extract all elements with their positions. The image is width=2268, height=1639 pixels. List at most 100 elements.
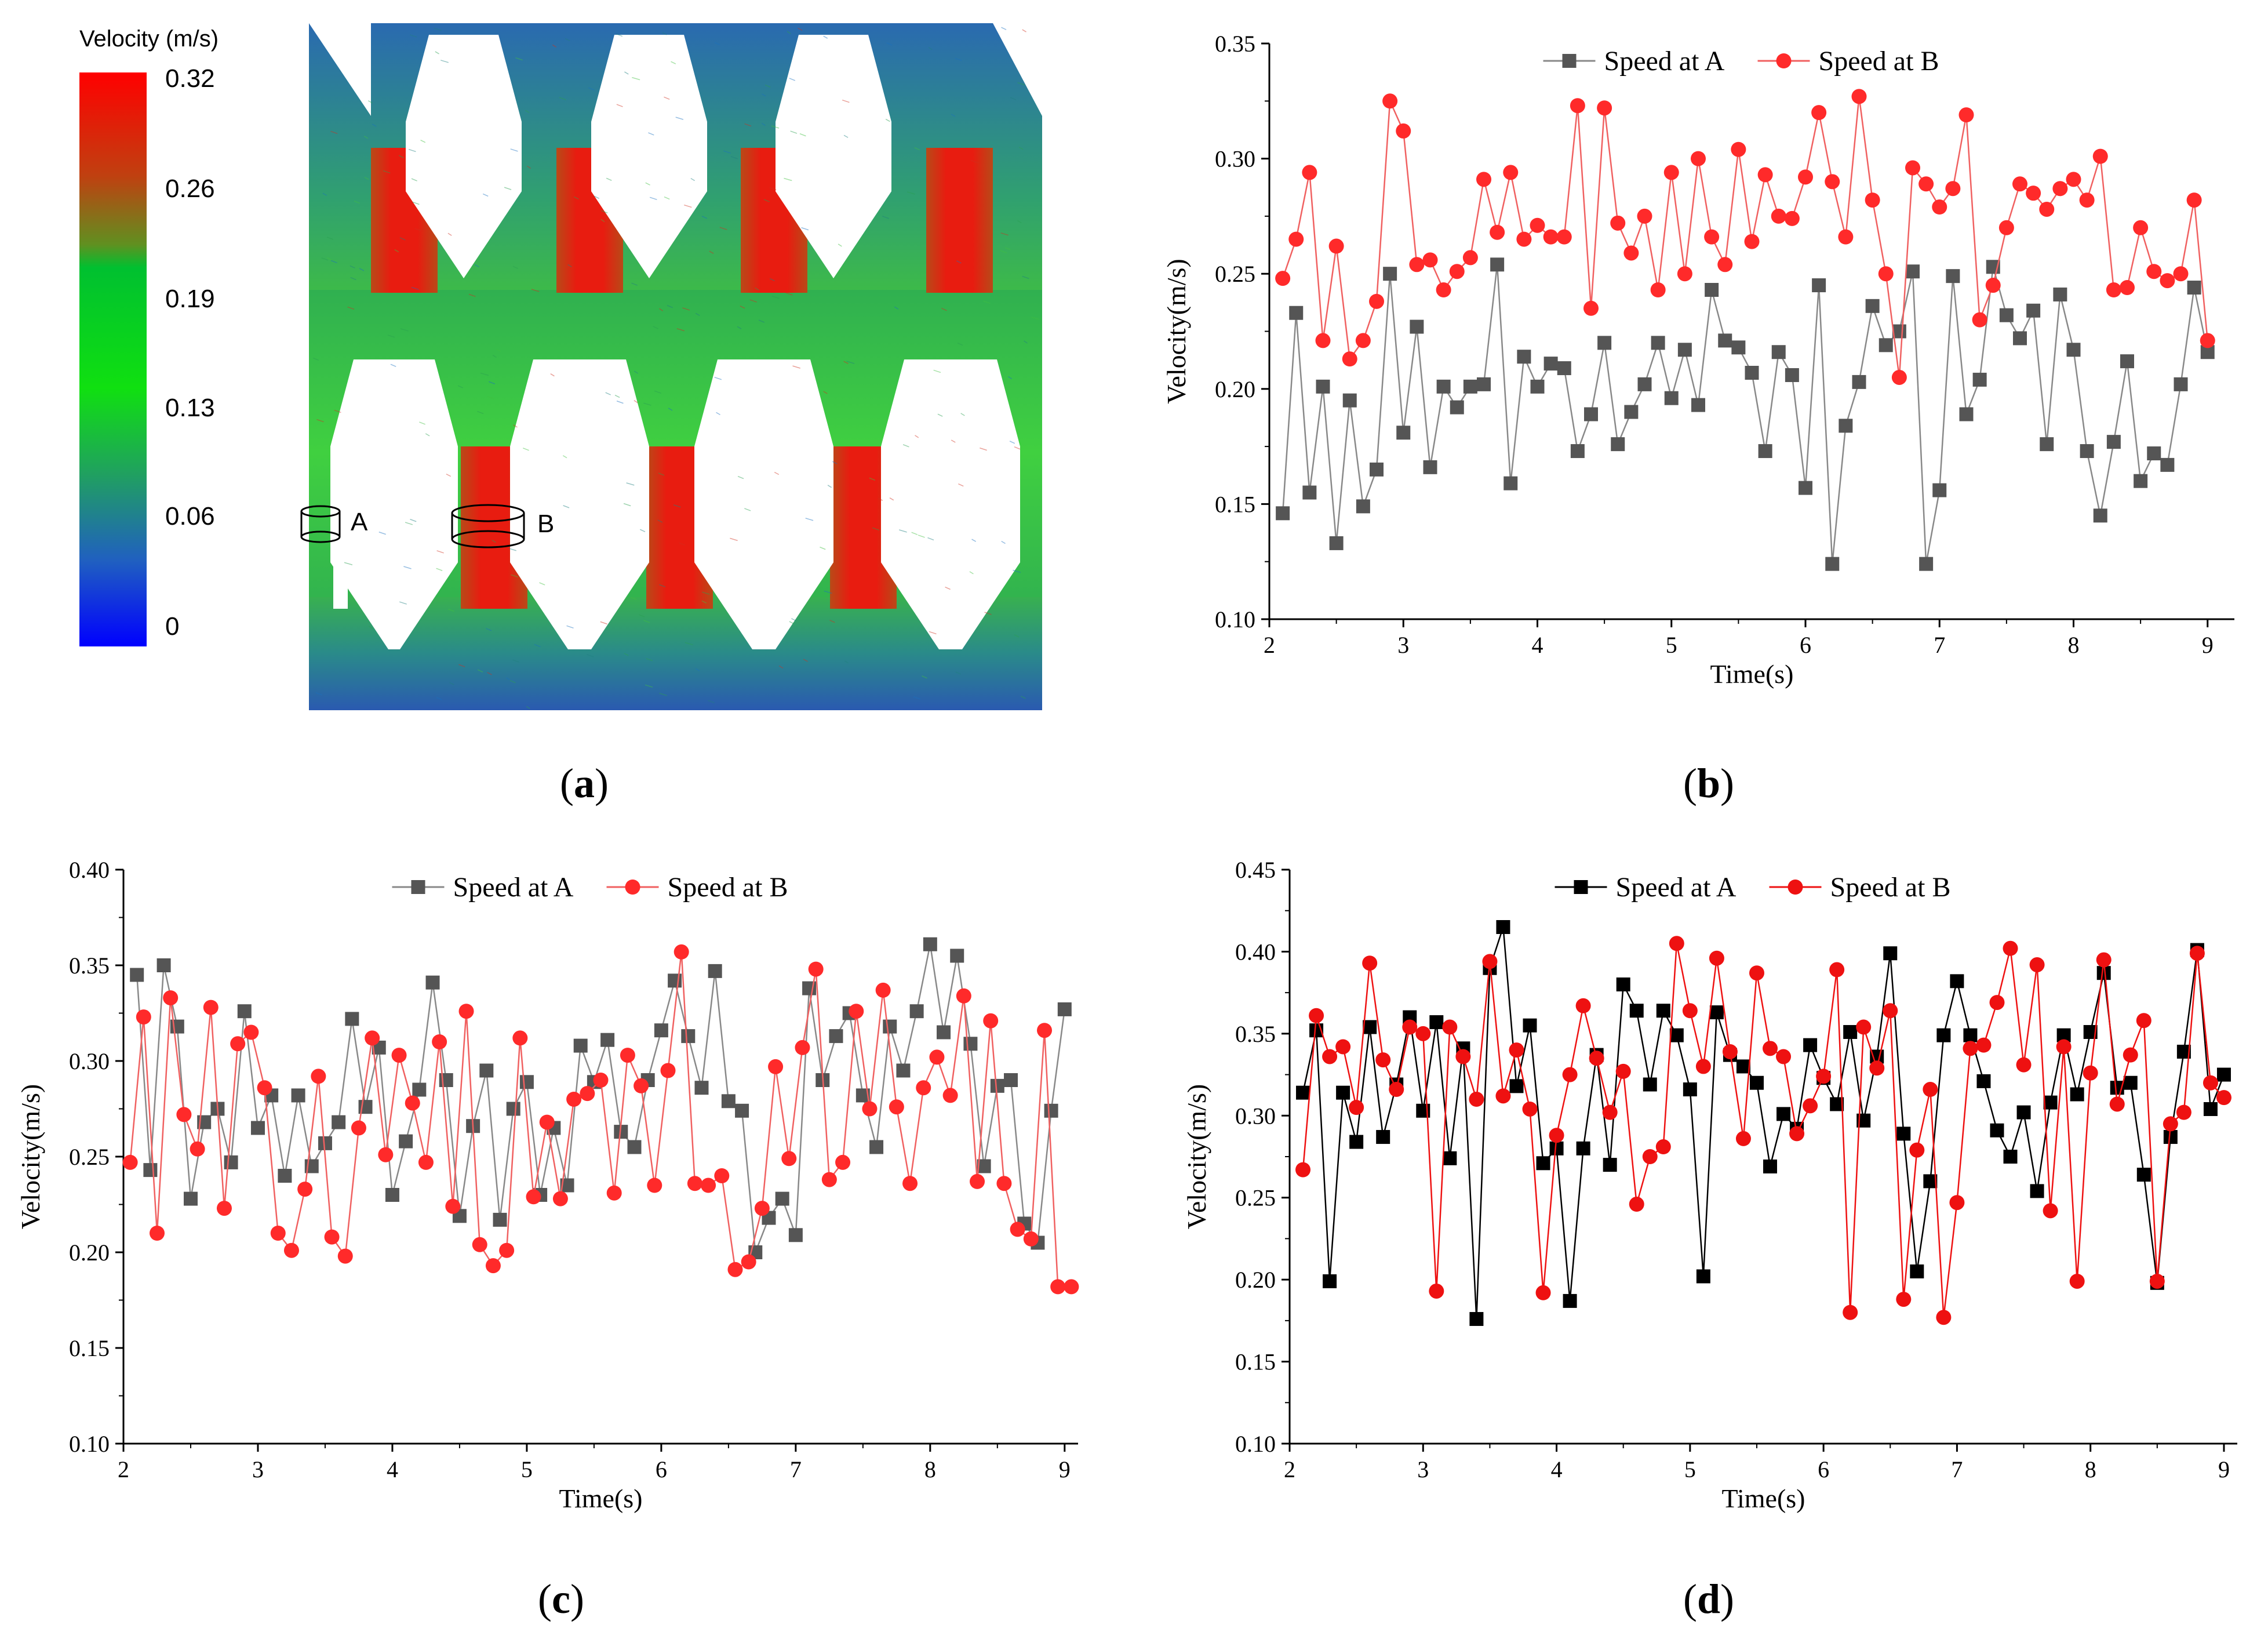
field-speckle xyxy=(634,400,638,404)
data-point xyxy=(983,1013,999,1029)
obstacles xyxy=(309,23,1042,649)
data-point xyxy=(2136,1168,2151,1182)
data-point xyxy=(2149,1273,2165,1289)
data-point xyxy=(1495,1088,1511,1104)
x-tick-label: 3 xyxy=(252,1456,264,1482)
data-point xyxy=(1356,499,1370,514)
colorbar-tick: 0.32 xyxy=(165,64,215,93)
data-point xyxy=(1469,1092,1484,1107)
field-speckle xyxy=(915,435,919,438)
data-point xyxy=(1757,167,1773,183)
data-point xyxy=(418,1154,434,1170)
data-point xyxy=(963,1037,978,1051)
data-point xyxy=(1896,1292,1912,1307)
data-point xyxy=(1597,100,1612,116)
y-tick-label: 0.20 xyxy=(1235,1267,1276,1293)
field-speckle xyxy=(668,408,673,411)
field-speckle xyxy=(872,527,879,531)
field-speckle xyxy=(624,71,629,75)
data-point xyxy=(237,1004,252,1019)
obstacle xyxy=(881,359,1020,649)
data-point xyxy=(163,990,179,1006)
data-point xyxy=(1642,1149,1658,1164)
field-speckle xyxy=(679,542,686,546)
field-speckle xyxy=(1007,376,1013,380)
field-speckle xyxy=(645,182,650,186)
y-tick-label: 0.25 xyxy=(1215,261,1255,287)
field-speckle xyxy=(911,532,918,535)
field-speckle xyxy=(350,277,356,281)
data-point xyxy=(1429,1283,1444,1299)
data-point xyxy=(1910,1264,1924,1278)
field-speckle xyxy=(708,700,715,703)
field-speckle xyxy=(771,125,780,129)
field-speckle xyxy=(701,600,707,604)
velocity-field xyxy=(309,23,1042,710)
field-speckle xyxy=(436,697,442,700)
data-point xyxy=(1829,962,1845,977)
data-point xyxy=(2056,1039,2072,1055)
field-speckle xyxy=(984,612,992,615)
field-speckle xyxy=(412,201,420,205)
data-point xyxy=(1503,476,1518,490)
field-speckle xyxy=(894,306,899,310)
data-point xyxy=(2186,192,2202,208)
data-point xyxy=(2003,1150,2018,1164)
field-speckle xyxy=(823,35,828,39)
legend-marker xyxy=(1574,880,1588,894)
data-point xyxy=(1709,1005,1724,1020)
colorbar-ticks: 0.32 0.26 0.19 0.13 0.06 0 xyxy=(165,64,215,641)
data-point xyxy=(2216,1090,2231,1106)
data-point xyxy=(539,1114,555,1130)
data-point xyxy=(176,1107,192,1122)
data-point xyxy=(2203,1075,2218,1091)
field-speckle xyxy=(882,216,889,219)
data-point xyxy=(835,1154,851,1170)
data-point xyxy=(1044,1103,1058,1118)
data-point xyxy=(1476,172,1491,187)
data-point xyxy=(1909,1142,1925,1158)
field-speckle xyxy=(785,292,793,296)
data-point xyxy=(1597,336,1612,350)
data-point xyxy=(1329,536,1344,550)
field-speckle xyxy=(771,296,780,299)
data-point xyxy=(425,975,440,990)
data-point xyxy=(203,1000,219,1015)
field-speckle xyxy=(843,135,849,138)
legend-label: Speed at B xyxy=(1819,46,1939,77)
x-tick-label: 9 xyxy=(2202,632,2214,658)
field-speckle xyxy=(982,300,991,304)
data-point xyxy=(1972,312,1987,328)
data-point xyxy=(399,1134,413,1149)
legend-label: Speed at A xyxy=(453,872,574,903)
x-tick-label: 8 xyxy=(2085,1456,2096,1482)
field-speckle xyxy=(762,93,766,97)
data-point xyxy=(1985,278,2001,293)
field-speckle xyxy=(956,260,962,264)
data-point xyxy=(1958,107,1974,123)
data-point xyxy=(1455,1049,1471,1064)
field-speckle xyxy=(1001,540,1006,544)
data-point xyxy=(849,1004,864,1019)
field-speckle xyxy=(659,308,664,311)
data-point xyxy=(956,988,971,1004)
y-axis-title: Velocity(m/s) xyxy=(1162,259,1191,404)
data-point xyxy=(1656,1004,1670,1018)
data-point xyxy=(2106,282,2121,298)
data-point xyxy=(1906,264,1920,279)
field-speckle xyxy=(482,193,489,197)
series-b xyxy=(122,944,1079,1295)
field-speckle xyxy=(980,447,987,451)
data-point xyxy=(990,1078,1004,1093)
data-point xyxy=(1389,1082,1404,1097)
y-tick-label: 0.45 xyxy=(1235,857,1276,883)
data-point xyxy=(318,1136,332,1150)
colorbar-tick: 0.19 xyxy=(165,285,215,313)
data-point xyxy=(1516,231,1532,247)
data-point xyxy=(1409,257,1425,272)
data-point xyxy=(1637,377,1652,391)
legend: Speed at A Speed at B xyxy=(1555,872,1950,903)
field-speckle xyxy=(682,307,690,311)
data-point xyxy=(1396,426,1411,440)
obstacle xyxy=(333,470,348,609)
